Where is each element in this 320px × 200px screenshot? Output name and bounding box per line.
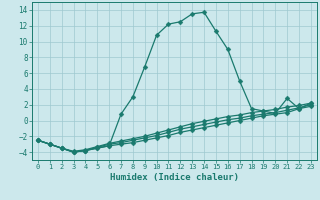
X-axis label: Humidex (Indice chaleur): Humidex (Indice chaleur) [110,173,239,182]
